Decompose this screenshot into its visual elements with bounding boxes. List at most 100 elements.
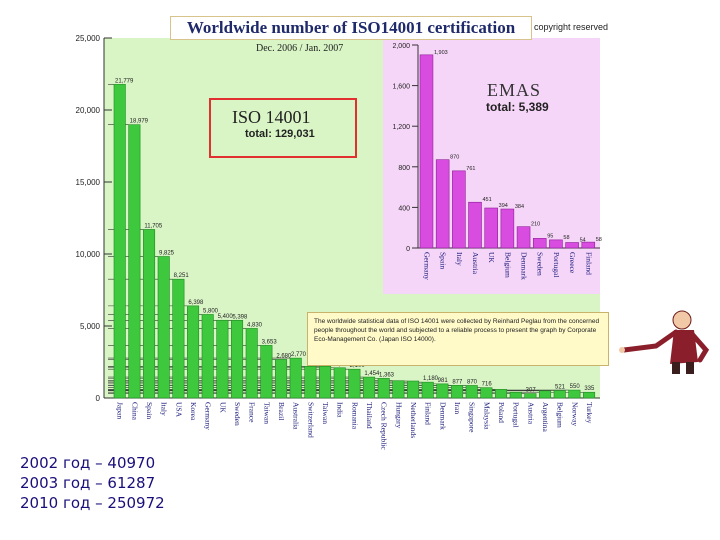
iso-category-label: Iran [453,402,462,414]
iso-value-labels: 21,77918,97911,7059,8258,2516,3985,8005,… [115,78,595,393]
iso-value-label: 307 [526,388,537,394]
emas-category-label: UK [487,252,496,263]
emas-category-label: Belgium [503,252,512,278]
iso-value-label: 18,979 [130,119,149,125]
yearly-stats: 2002 год – 40970 2003 год – 61287 2010 г… [20,453,165,513]
emas-y-tick-label: 1,200 [392,124,410,131]
iso-bar [333,367,346,399]
iso-value-label: 3,653 [262,339,278,345]
emas-bar [500,208,515,249]
iso-y-tick-label: 25,000 [76,34,101,43]
iso-value-label: 2,770 [291,352,307,358]
iso-bar [216,319,229,399]
iso-bar [539,390,552,399]
iso-bar [157,256,170,399]
emas-y-tick-label: 2,000 [392,43,410,50]
emas-value-label: 1,903 [434,50,448,56]
iso-value-label: 5,400 [218,314,234,320]
emas-value-label: 210 [531,222,540,228]
emas-bar [452,170,466,249]
iso-category-label: Denmark [438,402,447,430]
iso-bar [553,390,566,399]
iso-category-label: Sweden [233,402,242,426]
iso-bar [201,314,214,399]
iso-bar [377,378,390,399]
iso-category-label: Thailand [365,402,374,429]
stat-line: 2003 год – 61287 [20,474,156,492]
iso-category-label: Portugal [512,402,521,427]
emas-bar [516,226,531,249]
iso-bar [113,84,126,399]
iso-category-label: Germany [204,402,213,430]
emas-value-label: 384 [515,204,524,210]
emas-bar [435,159,450,249]
data-source-note: The worldwide statistical data of ISO 14… [307,312,609,366]
iso-bar [187,305,200,399]
iso-value-label: 335 [584,386,595,392]
iso-category-label: Korea [189,402,198,421]
iso-callout-total: total: 129,031 [245,128,315,140]
iso-category-label: France [248,402,257,423]
iso-category-label: Taiwan [262,402,271,424]
iso-bar [480,387,493,399]
iso-bar [275,359,288,399]
emas-bar [532,238,547,249]
chart-title: Worldwide number of ISO14001 certificati… [170,16,532,40]
emas-value-label: 95 [547,233,553,239]
iso-bar [289,357,302,399]
iso-bar [583,391,596,399]
iso-value-label: 8,251 [174,273,190,279]
emas-category-labels: Germany Spain Italy Austria UK Belgium Denmark… [422,252,593,280]
iso-value-label: 1,454 [364,371,380,377]
emas-total: total: 5,389 [486,100,549,114]
emas-category-label: Germany [422,252,431,280]
iso-bar [392,380,405,399]
iso-value-label: 877 [452,379,463,385]
iso-category-label: Czech Republic [380,402,389,450]
iso-value-label: 4,830 [247,322,263,328]
emas-y-tick-label: 800 [398,165,410,172]
iso-bar [509,391,522,399]
emas-value-label: 451 [482,197,491,203]
iso-value-label: 2,680 [276,353,292,359]
iso-value-label: 521 [555,384,566,390]
emas-value-label: 54 [580,238,586,244]
emas-category-label: Sweden [536,252,545,276]
presenter-figure-icon [619,310,710,374]
iso-y-tick-label: 5,000 [80,322,101,331]
iso-value-label: 9,825 [159,251,175,257]
iso-category-label: Norway [570,402,579,426]
emas-y-tick-label: 1,600 [392,84,410,91]
emas-bar [468,201,482,249]
iso-bar [495,389,508,399]
emas-value-label: 870 [450,155,459,161]
iso-category-label: Switzerland [306,402,315,438]
emas-bar [484,207,498,249]
iso-value-label: 870 [467,379,478,385]
iso-callout-title: ISO 14001 [232,107,311,127]
iso-category-label: Malaysia [482,402,491,430]
iso-category-label: Taiwan [321,402,330,424]
emas-category-label: Spain [439,252,448,269]
iso-bar [436,383,449,399]
emas-value-label: 394 [499,203,508,209]
iso-value-label: 1,180 [423,376,439,382]
emas-panel-background [383,38,600,294]
emas-category-label: Greece [568,252,577,274]
iso-bar [407,380,420,399]
iso-bar [245,328,258,399]
iso-bar [421,381,434,399]
iso-category-label: Hungary [394,402,403,428]
iso-category-label: UK [218,402,227,413]
iso-bar [319,366,332,399]
iso-bar [143,229,156,399]
emas-bar [565,242,579,249]
iso-category-label: Finland [424,402,433,425]
iso-category-label: Belgium [556,402,565,428]
iso-y-tick-label: 10,000 [76,250,101,259]
iso-value-label: 5,800 [203,308,219,314]
iso-value-label: 716 [482,382,493,388]
iso-category-labels: Japan China Spain Italy USA Korea Germany UK Swe… [116,402,594,450]
emas-bar [419,54,434,249]
iso-value-label: 11,705 [144,223,163,229]
